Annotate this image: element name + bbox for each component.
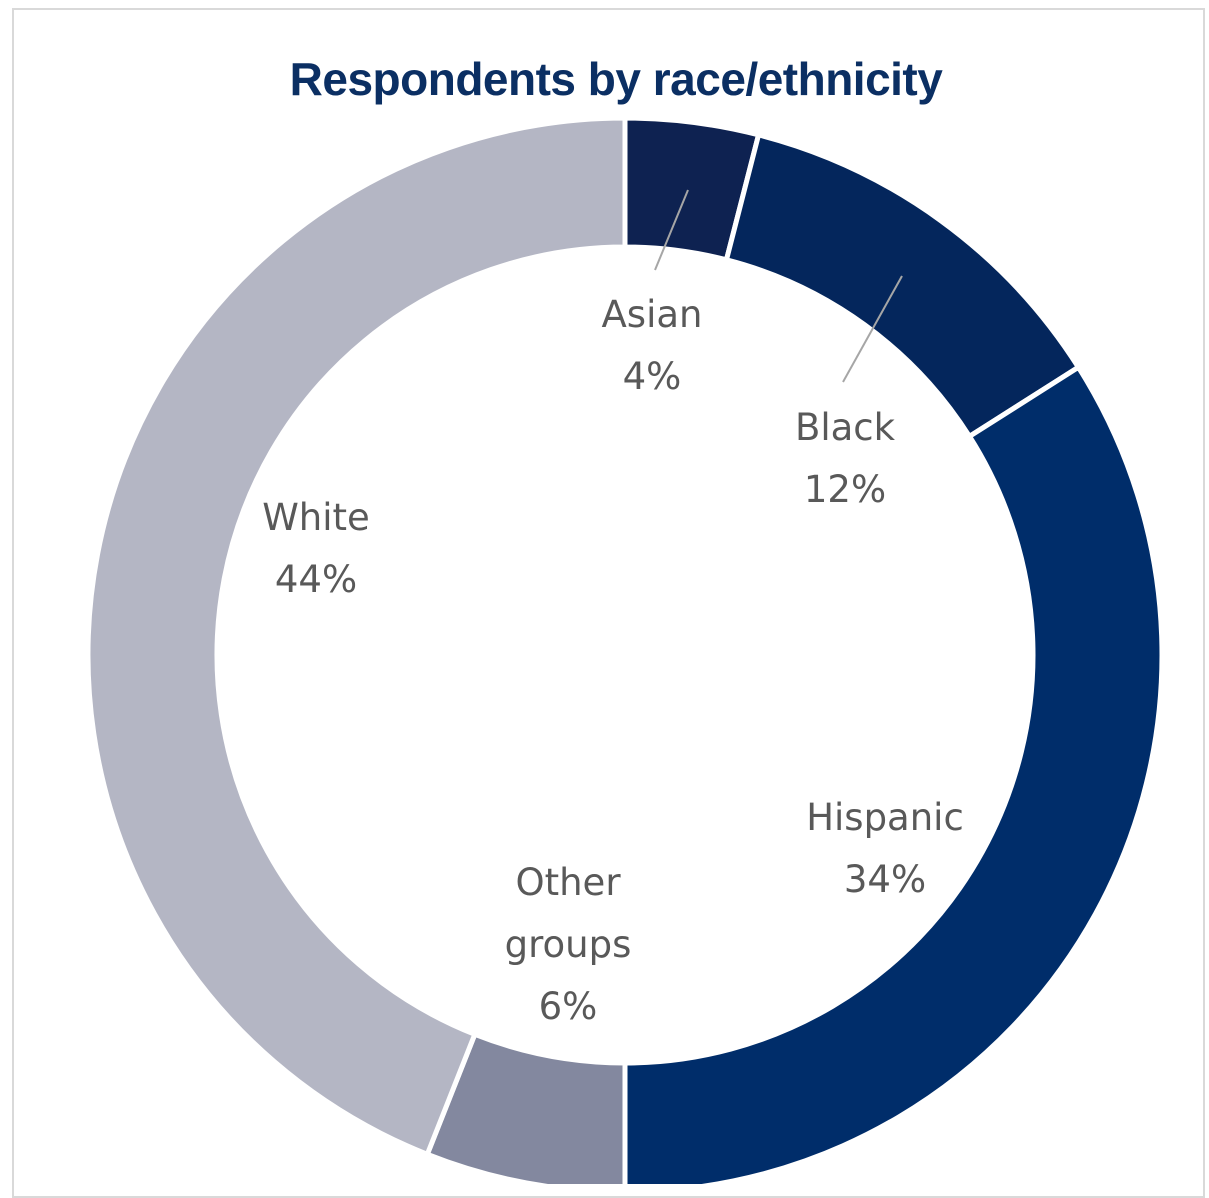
slice-label-white: White 44% <box>262 496 370 601</box>
donut-slices <box>85 115 1165 1184</box>
leader-line-asian <box>654 189 689 271</box>
donut-slice-black <box>723 131 1082 440</box>
slice-label-black: Black 12% <box>795 406 896 511</box>
donut-slice-hispanic <box>622 363 1165 1184</box>
leader-lines <box>654 189 903 383</box>
slice-label-hispanic: Hispanic 34% <box>806 796 964 901</box>
slice-labels: Asian 4% Black 12% Hispanic 34% Other groups 6% W… <box>262 293 964 1028</box>
chart-title: Respondents by race/ethnicity <box>289 53 943 105</box>
leader-line-black <box>842 275 903 383</box>
slice-label-asian: Asian 4% <box>602 293 703 398</box>
slice-label-other-groups: Other groups 6% <box>505 861 632 1028</box>
donut-slice-white <box>85 115 628 1158</box>
